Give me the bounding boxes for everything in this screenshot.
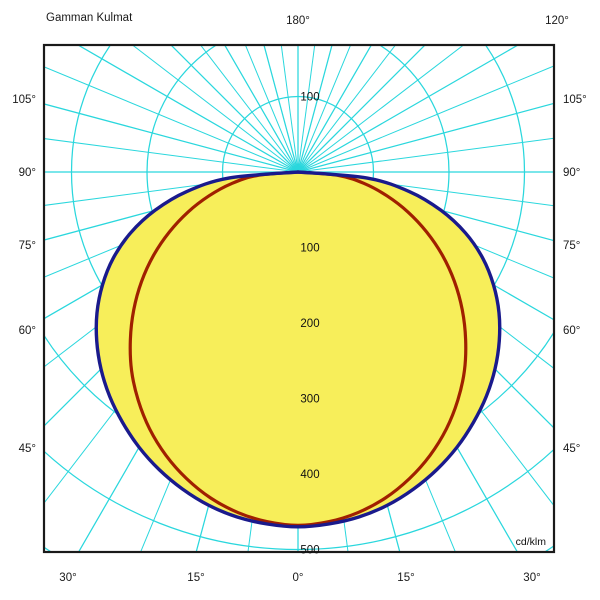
- grid-spoke-fine-157.5: [297, 45, 352, 173]
- grid-spoke-225: [170, 45, 299, 173]
- angle-label-left-4: 45°: [19, 443, 36, 455]
- grid-spoke-fine-142.5: [297, 45, 397, 173]
- grid-spoke-210: [223, 45, 299, 173]
- data-layer: [94, 170, 502, 529]
- angle-label-bottom-0: 30°: [59, 572, 76, 584]
- grid-spoke-fine-97.5: [297, 137, 554, 173]
- angular-tick-labels: 180° 120° 105° 90° 75° 60° 45° 105° 90° 75° 60° 45°…: [12, 15, 587, 584]
- angle-label-top-1: 120°: [545, 15, 569, 27]
- grid-spoke-fine-127.5: [297, 45, 465, 173]
- grid-spoke-120: [297, 45, 520, 173]
- grid-spoke-165: [297, 45, 333, 173]
- angle-label-right-0: 105°: [563, 94, 587, 106]
- grid-spoke-fine-247.5: [44, 66, 299, 173]
- angle-label-right-3: 60°: [563, 325, 580, 337]
- grid-spoke-fine-112.5: [297, 65, 554, 173]
- angle-label-bottom-1: 15°: [187, 572, 204, 584]
- radial-label-100: 100: [300, 243, 319, 255]
- grid-spoke-fine-202.5: [244, 45, 299, 173]
- angle-label-bottom-3: 15°: [397, 572, 414, 584]
- grid-spoke-fine-172.5: [297, 45, 316, 173]
- grid-spoke-240: [76, 45, 299, 173]
- radial-label-500: 500: [300, 545, 319, 557]
- angle-label-right-4: 45°: [563, 443, 580, 455]
- distribution-fill: [96, 172, 500, 527]
- radial-label-400: 400: [300, 469, 319, 481]
- grid-spoke-fine-232.5: [131, 45, 299, 173]
- grid-spoke-195: [263, 45, 299, 173]
- unit-label: cd/klm: [516, 536, 547, 548]
- grid-spoke-fine-262.5: [44, 138, 299, 173]
- angle-label-left-1: 90°: [19, 167, 36, 179]
- grid-spoke-fine-217.5: [199, 45, 299, 173]
- plot-frame: [42, 43, 556, 554]
- grid-spoke-135: [297, 45, 426, 173]
- angle-label-bottom-4: 30°: [523, 572, 540, 584]
- curve-c0-c180: [94, 170, 502, 529]
- angle-label-top-0: 180°: [286, 15, 310, 27]
- radial-label-upper-100: 100: [300, 92, 319, 104]
- grid-spoke-105: [297, 102, 554, 173]
- radial-label-300: 300: [300, 394, 319, 406]
- grid-spoke-150: [297, 45, 373, 173]
- grid-spoke-fine-187.5: [280, 45, 299, 173]
- page-title: Gamman Kulmat: [46, 12, 133, 24]
- angle-label-right-2: 75°: [563, 240, 580, 252]
- angle-label-left-3: 60°: [19, 325, 36, 337]
- grid-spoke-255: [44, 103, 299, 173]
- radial-label-200: 200: [300, 318, 319, 330]
- radial-tick-labels: 100 100 200 300 400 500: [300, 92, 319, 557]
- angle-label-left-0: 105°: [12, 94, 36, 106]
- angle-label-right-1: 90°: [563, 167, 580, 179]
- angle-label-left-2: 75°: [19, 240, 36, 252]
- angle-label-bottom-2: 0°: [293, 572, 304, 584]
